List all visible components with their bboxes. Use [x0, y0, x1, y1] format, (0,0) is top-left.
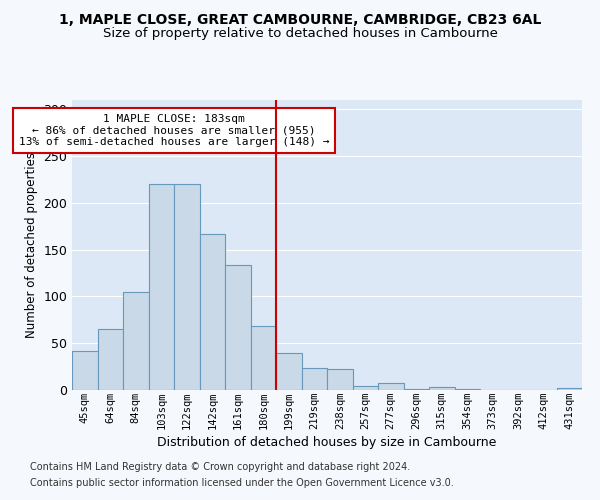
Bar	[327, 370, 353, 390]
Bar	[225, 264, 251, 390]
Text: 1, MAPLE CLOSE, GREAT CAMBOURNE, CAMBRIDGE, CB23 6AL: 1, MAPLE CLOSE, GREAT CAMBOURNE, CAMBRID…	[59, 12, 541, 26]
Text: Distribution of detached houses by size in Cambourne: Distribution of detached houses by size …	[157, 436, 497, 449]
Bar	[72, 350, 97, 390]
Bar	[455, 389, 480, 390]
Bar	[404, 389, 429, 390]
Text: 1 MAPLE CLOSE: 183sqm
← 86% of detached houses are smaller (955)
13% of semi-det: 1 MAPLE CLOSE: 183sqm ← 86% of detached …	[19, 114, 329, 147]
Bar	[251, 326, 276, 390]
Bar	[276, 352, 302, 390]
Bar	[557, 388, 582, 390]
Text: Contains HM Land Registry data © Crown copyright and database right 2024.: Contains HM Land Registry data © Crown c…	[30, 462, 410, 472]
Bar	[97, 329, 123, 390]
Bar	[199, 234, 225, 390]
Bar	[123, 292, 149, 390]
Text: Size of property relative to detached houses in Cambourne: Size of property relative to detached ho…	[103, 28, 497, 40]
Bar	[353, 386, 378, 390]
Bar	[378, 382, 404, 390]
Bar	[302, 368, 327, 390]
Bar	[429, 387, 455, 390]
Bar	[149, 184, 174, 390]
Y-axis label: Number of detached properties: Number of detached properties	[25, 152, 38, 338]
Text: Contains public sector information licensed under the Open Government Licence v3: Contains public sector information licen…	[30, 478, 454, 488]
Bar	[174, 184, 199, 390]
